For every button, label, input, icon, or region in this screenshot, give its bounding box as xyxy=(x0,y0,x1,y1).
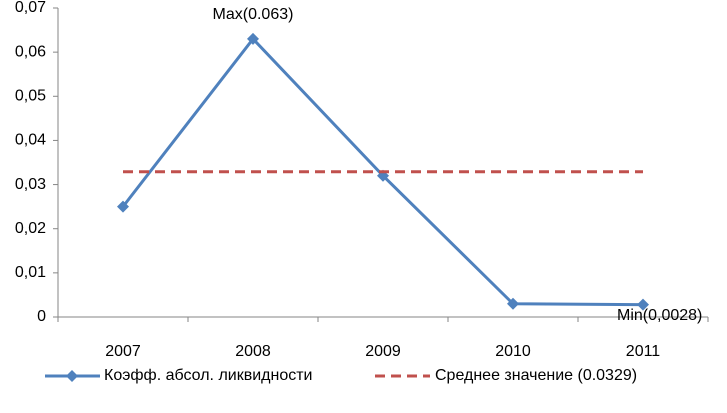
point-marker xyxy=(507,297,519,310)
point-marker xyxy=(247,32,259,45)
legend-label: Среднее значение (0.0329) xyxy=(435,367,637,384)
x-tick-label: 2011 xyxy=(626,343,661,360)
y-tick-label: 0 xyxy=(37,308,46,325)
y-tick-label: 0,05 xyxy=(15,88,46,105)
x-tick-label: 2008 xyxy=(235,343,271,360)
legend-label: Коэфф. абсол. ликвидности xyxy=(104,367,312,384)
annotation: Max(0.063) xyxy=(213,6,294,23)
point-marker xyxy=(637,298,649,311)
x-tick-label: 2009 xyxy=(365,343,401,360)
y-tick-label: 0,06 xyxy=(15,43,46,60)
y-tick-label: 0,03 xyxy=(15,176,46,193)
y-tick-label: 0,02 xyxy=(15,220,46,237)
point-marker xyxy=(117,200,129,213)
y-tick-label: 0,01 xyxy=(15,264,46,281)
x-tick-label: 2007 xyxy=(105,343,141,360)
annotation: Min(0,0028) xyxy=(617,307,702,324)
x-tick-label: 2010 xyxy=(495,343,531,360)
y-tick-label: 0,04 xyxy=(15,132,46,149)
legend-marker xyxy=(66,370,78,382)
y-tick-label: 0,07 xyxy=(15,0,46,16)
